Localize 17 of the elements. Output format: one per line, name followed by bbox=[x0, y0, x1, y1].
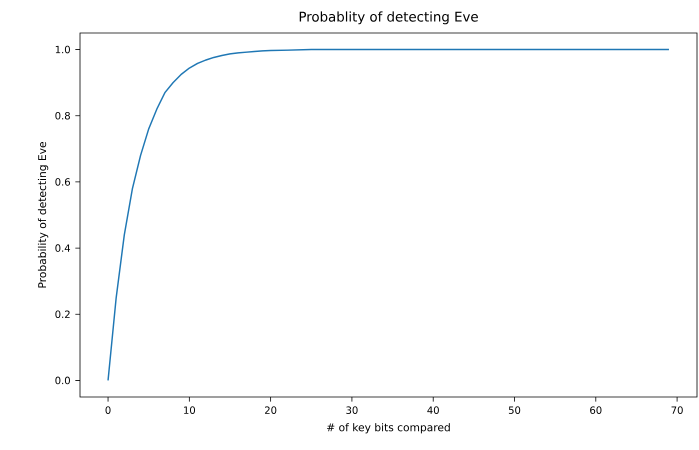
x-tick-label: 30 bbox=[346, 406, 358, 414]
chart-title: Probablity of detecting Eve bbox=[300, 11, 478, 24]
x-tick-label: 10 bbox=[184, 406, 196, 414]
x-tick-label: 50 bbox=[508, 406, 520, 414]
y-tick-label: 0.0 bbox=[55, 376, 70, 384]
x-tick-label: 0 bbox=[106, 406, 111, 414]
x-tick-label: 60 bbox=[590, 406, 602, 414]
y-tick-label: 0.2 bbox=[55, 310, 70, 318]
y-axis-title: Probability of detecting Eve bbox=[38, 142, 48, 288]
x-tick-label: 40 bbox=[427, 406, 439, 414]
x-tick-label: 70 bbox=[672, 406, 683, 414]
y-tick-label: 1.0 bbox=[56, 46, 70, 54]
y-tick-label: 0.8 bbox=[55, 112, 70, 120]
x-tick-label: 20 bbox=[265, 406, 276, 414]
x-axis-title: # of key bits compared bbox=[327, 423, 450, 434]
y-tick-label: 0.6 bbox=[55, 178, 70, 186]
y-tick-label: 0.4 bbox=[55, 244, 70, 252]
